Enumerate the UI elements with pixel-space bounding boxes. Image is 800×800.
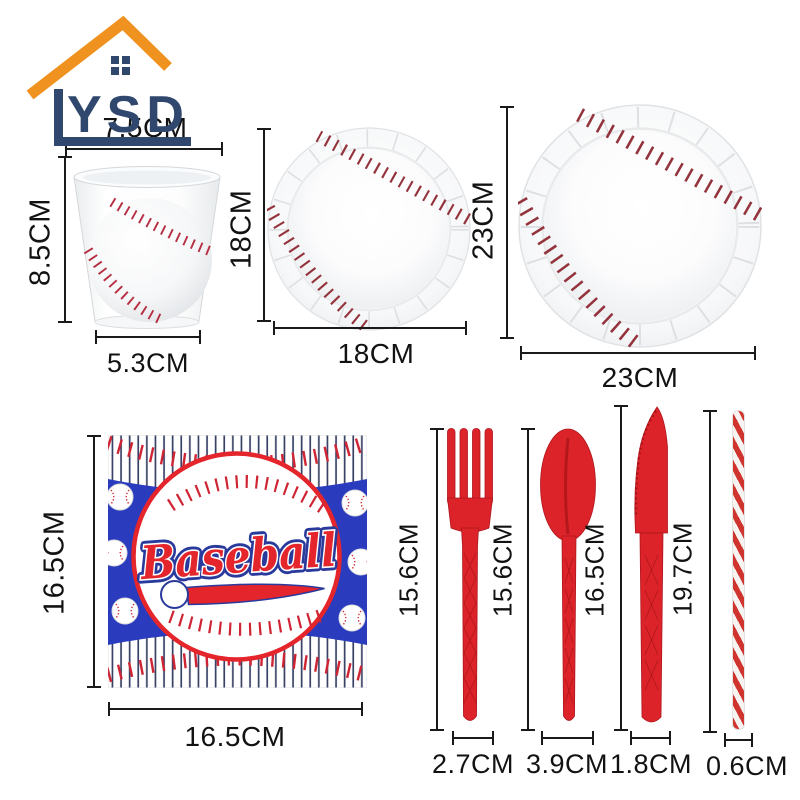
napkin-print: Baseball Baseball xyxy=(133,518,343,595)
napkin-height-dimension-line xyxy=(87,435,101,688)
swoosh-baseball-icon xyxy=(160,580,189,609)
knife-width-dimension-line xyxy=(630,731,671,745)
cup-bottom-dimension-line xyxy=(95,330,201,344)
cup-top-dimension-line xyxy=(65,142,223,156)
spoon-bowl-crease xyxy=(564,437,570,535)
fork-width-label: 2.7CM xyxy=(431,749,515,779)
cup-photo xyxy=(73,166,221,329)
roof-icon xyxy=(26,15,172,100)
spoon-width-dimension-line xyxy=(541,731,594,745)
straw-width-dimension-line xyxy=(724,733,753,747)
spoon-height-label: 15.6CM xyxy=(487,522,518,617)
knife-handle-texture xyxy=(644,554,659,691)
spoon-handle-texture xyxy=(564,557,574,704)
napkin-top-stitch-band xyxy=(108,435,367,472)
napkin-height-label: 16.5CM xyxy=(38,510,71,615)
plate-large-width-label: 23CM xyxy=(601,362,679,393)
napkin-width-dimension-line xyxy=(108,702,363,716)
plate-large-height-label: 23CM xyxy=(467,180,500,260)
straw-width-label: 0.6CM xyxy=(706,751,789,781)
brand-text: YSD xyxy=(67,86,189,144)
baseball-icon xyxy=(83,197,214,325)
napkin-width-label: 16.5CM xyxy=(184,721,286,752)
plate-large-width-dimension-line xyxy=(520,346,756,360)
knife-width-label: 1.8CM xyxy=(609,749,693,779)
napkin-photo: Baseball Baseball xyxy=(108,435,367,688)
plate-small-height-dimension-line xyxy=(257,128,271,322)
window-icon xyxy=(111,56,130,75)
plate-large-photo xyxy=(518,104,762,348)
knife-height-dimension-line xyxy=(614,405,628,731)
straw-height-label: 19.7CM xyxy=(667,521,698,617)
cup-bottom-width-label: 5.3CM xyxy=(106,348,190,378)
plate-small-width-label: 18CM xyxy=(337,338,415,369)
knife-photo xyxy=(634,406,668,723)
brand-logo-graphic: YSD xyxy=(26,15,191,146)
spoon-width-label: 3.9CM xyxy=(525,749,609,779)
brand-underline xyxy=(54,89,191,146)
knife-shape xyxy=(634,406,668,723)
napkin-bottom-stitch-band xyxy=(108,650,367,683)
swoosh xyxy=(185,583,325,606)
brand-logo: YSD xyxy=(18,15,218,155)
cup-rim-inner xyxy=(83,170,211,185)
plate-small-width-dimension-line xyxy=(273,321,467,335)
napkin-emblem: Baseball Baseball xyxy=(133,475,343,636)
straw-height-dimension-line xyxy=(703,410,717,733)
plate-small-photo xyxy=(267,127,471,331)
straw-photo xyxy=(732,410,745,730)
knife-height-label: 16.5CM xyxy=(579,522,610,617)
spoon-height-dimension-line xyxy=(521,428,535,731)
napkin-center-circle xyxy=(131,451,342,662)
plate-small-height-label: 18CM xyxy=(225,189,258,269)
fork-handle-texture xyxy=(463,552,477,704)
fork-photo xyxy=(447,428,493,721)
spoon-shape xyxy=(540,428,596,721)
fork-shape xyxy=(447,428,493,721)
cup-height-label: 8.5CM xyxy=(24,198,57,286)
spoon-photo xyxy=(540,428,596,721)
cup-height-dimension-line xyxy=(58,156,72,323)
fork-width-dimension-line xyxy=(452,731,494,745)
fork-height-dimension-line xyxy=(430,428,444,731)
fork-height-label: 15.6CM xyxy=(393,522,424,617)
plate-large-height-dimension-line xyxy=(500,106,514,339)
